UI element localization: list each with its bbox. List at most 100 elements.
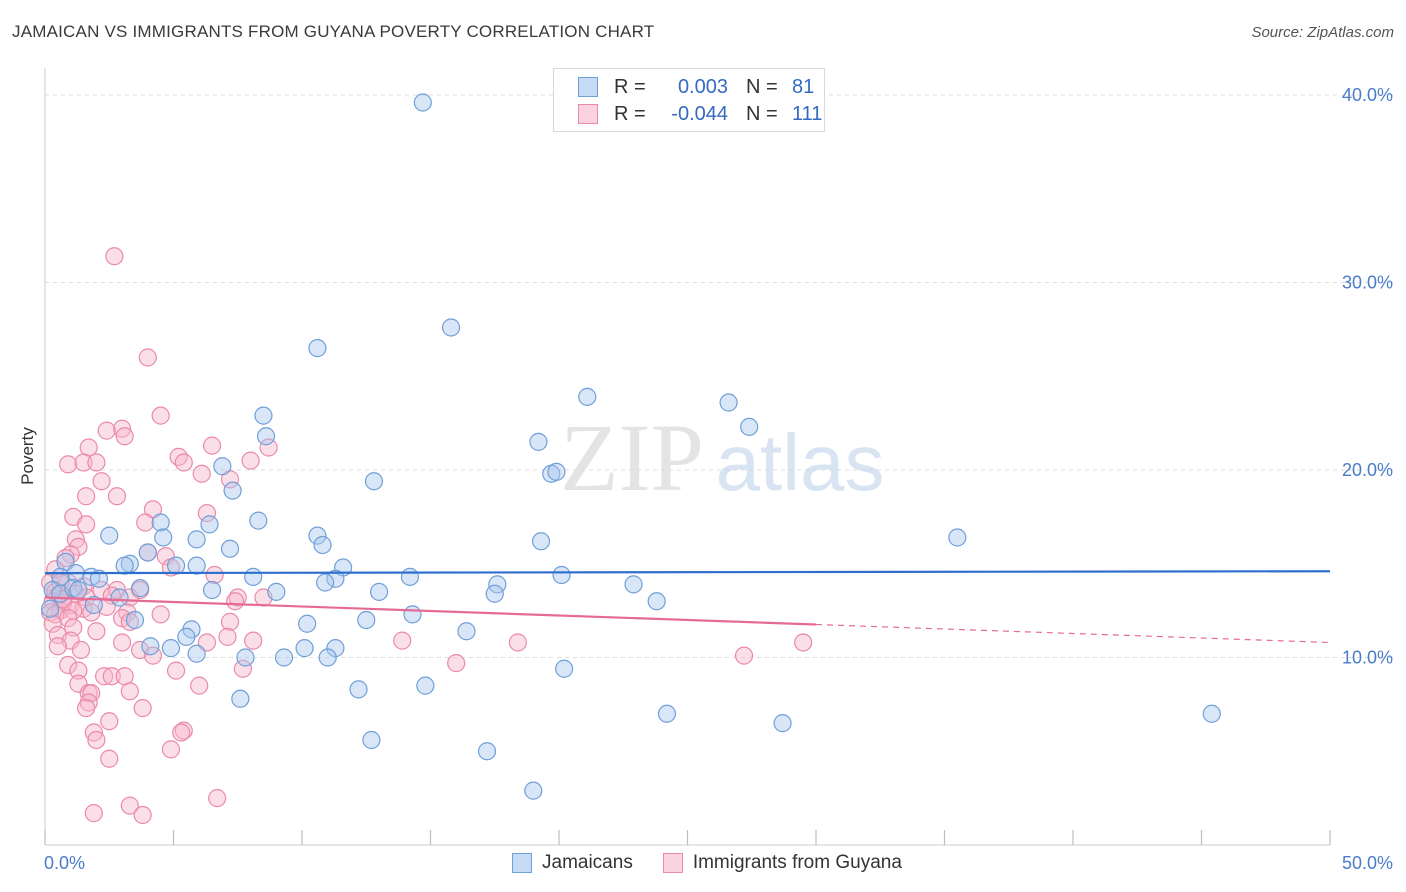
jamaican-point <box>555 659 574 678</box>
guyana-point <box>71 640 91 660</box>
trend-line-jamaicans <box>44 570 1331 575</box>
guyana-point <box>151 406 170 425</box>
jamaican-point <box>231 689 250 708</box>
jamaican-point <box>308 339 327 358</box>
jamaican-point <box>130 579 150 598</box>
guyana-point <box>100 712 119 731</box>
jamaican-point <box>719 393 738 412</box>
guyana-point <box>447 654 466 673</box>
guyana-point <box>77 487 96 506</box>
guyana-point <box>174 453 193 472</box>
legend-n-value: 81 <box>792 75 815 98</box>
jamaican-point <box>154 528 173 547</box>
jamaican-point <box>213 457 232 476</box>
chart-title: JAMAICAN VS IMMIGRANTS FROM GUYANA POVER… <box>12 22 655 41</box>
jamaican-point <box>318 648 337 667</box>
guyana-point <box>115 427 134 446</box>
guyana-point <box>92 472 111 491</box>
guyana-point <box>69 661 88 680</box>
legend-r-value: -0.044 <box>671 102 728 125</box>
jamaican-point <box>403 605 422 624</box>
legend-n-value: 111 <box>792 102 823 125</box>
jamaican-point <box>267 582 286 601</box>
legend-row-jamaicans: R = 0.003 N = 81 <box>578 74 814 100</box>
guyana-point <box>77 515 96 534</box>
jamaican-point <box>552 565 571 585</box>
jamaican-point <box>41 599 60 618</box>
guyana-point <box>59 455 78 474</box>
trend-line-guyana <box>44 596 817 626</box>
guyana-point <box>734 646 754 665</box>
watermark: ZIP atlas <box>560 404 884 511</box>
jamaican-point <box>223 481 242 500</box>
jamaican-point <box>69 580 88 600</box>
guyana-point <box>136 513 155 532</box>
guyana-point <box>508 633 527 652</box>
jamaican-point <box>647 592 666 611</box>
legend-r-label: R = <box>614 75 646 98</box>
guyana-point <box>161 740 181 759</box>
legend-label-jamaicans: Jamaicans <box>542 852 633 873</box>
jamaican-point <box>624 575 643 594</box>
guyana-point <box>226 592 245 611</box>
jamaican-point <box>364 472 384 491</box>
jamaican-point <box>187 530 206 549</box>
legend-item-guyana: Immigrants from Guyana <box>662 852 902 874</box>
jamaican-point <box>110 588 129 607</box>
guyana-point <box>84 804 103 823</box>
x-tick-label-max: 50.0% <box>1342 853 1393 873</box>
trend-line-guyana-extension <box>815 623 1331 644</box>
guyana-point <box>174 721 193 740</box>
guyana-point <box>97 421 116 440</box>
guyana-point <box>259 438 278 457</box>
jamaican-point <box>316 573 335 592</box>
guyana-point <box>192 464 211 483</box>
y-axis-label: Poverty <box>18 427 37 485</box>
guyana-point <box>169 447 188 466</box>
jamaican-point <box>657 704 677 723</box>
jamaican-point <box>202 580 222 600</box>
jamaican-point <box>400 567 420 586</box>
jamaican-point <box>274 648 294 667</box>
legend-item-jamaicans: Jamaicans <box>512 852 633 874</box>
jamaican-point <box>441 318 461 337</box>
jamaican-point <box>89 569 109 588</box>
source-credit: Source: ZipAtlas.com <box>1251 24 1394 41</box>
jamaican-point <box>416 676 435 695</box>
jamaican-point <box>349 680 368 699</box>
guyana-point <box>233 659 252 678</box>
jamaican-point <box>357 610 376 630</box>
jamaican-point <box>295 639 314 658</box>
legend-row-guyana: R = -0.044 N = 111 <box>578 101 822 127</box>
trend-lines <box>44 570 1331 644</box>
jamaican-point <box>166 556 186 575</box>
guyana-point <box>393 631 412 650</box>
jamaican-point <box>477 742 497 761</box>
jamaican-point <box>457 622 476 641</box>
guyana-point <box>133 805 152 825</box>
guyana-point <box>105 247 124 266</box>
axes <box>44 68 1331 846</box>
guyana-point <box>197 504 217 523</box>
guyana-point <box>151 605 170 624</box>
jamaican-point <box>308 526 327 545</box>
guyana-point <box>74 453 93 472</box>
jamaican-point <box>485 584 504 603</box>
watermark-zip: ZIP <box>560 404 704 511</box>
guyana-point <box>112 633 132 652</box>
guyana-point <box>120 682 139 701</box>
jamaican-point <box>326 639 345 658</box>
guyana-point <box>120 796 139 815</box>
guyana-point <box>87 622 106 641</box>
guyana-point <box>133 699 152 718</box>
guyana-point <box>59 655 78 675</box>
y-tick-label: 40.0% <box>1342 85 1393 105</box>
correlation-legend: R = 0.003 N = 81 R = -0.044 N = 111 <box>553 68 825 132</box>
guyana-point <box>166 661 186 680</box>
jamaican-point <box>313 535 332 555</box>
jamaican-point <box>187 644 206 663</box>
series-legend: Jamaicans Immigrants from Guyana <box>512 852 932 874</box>
watermark-atlas: atlas <box>716 418 885 507</box>
guyana-point <box>218 627 237 646</box>
